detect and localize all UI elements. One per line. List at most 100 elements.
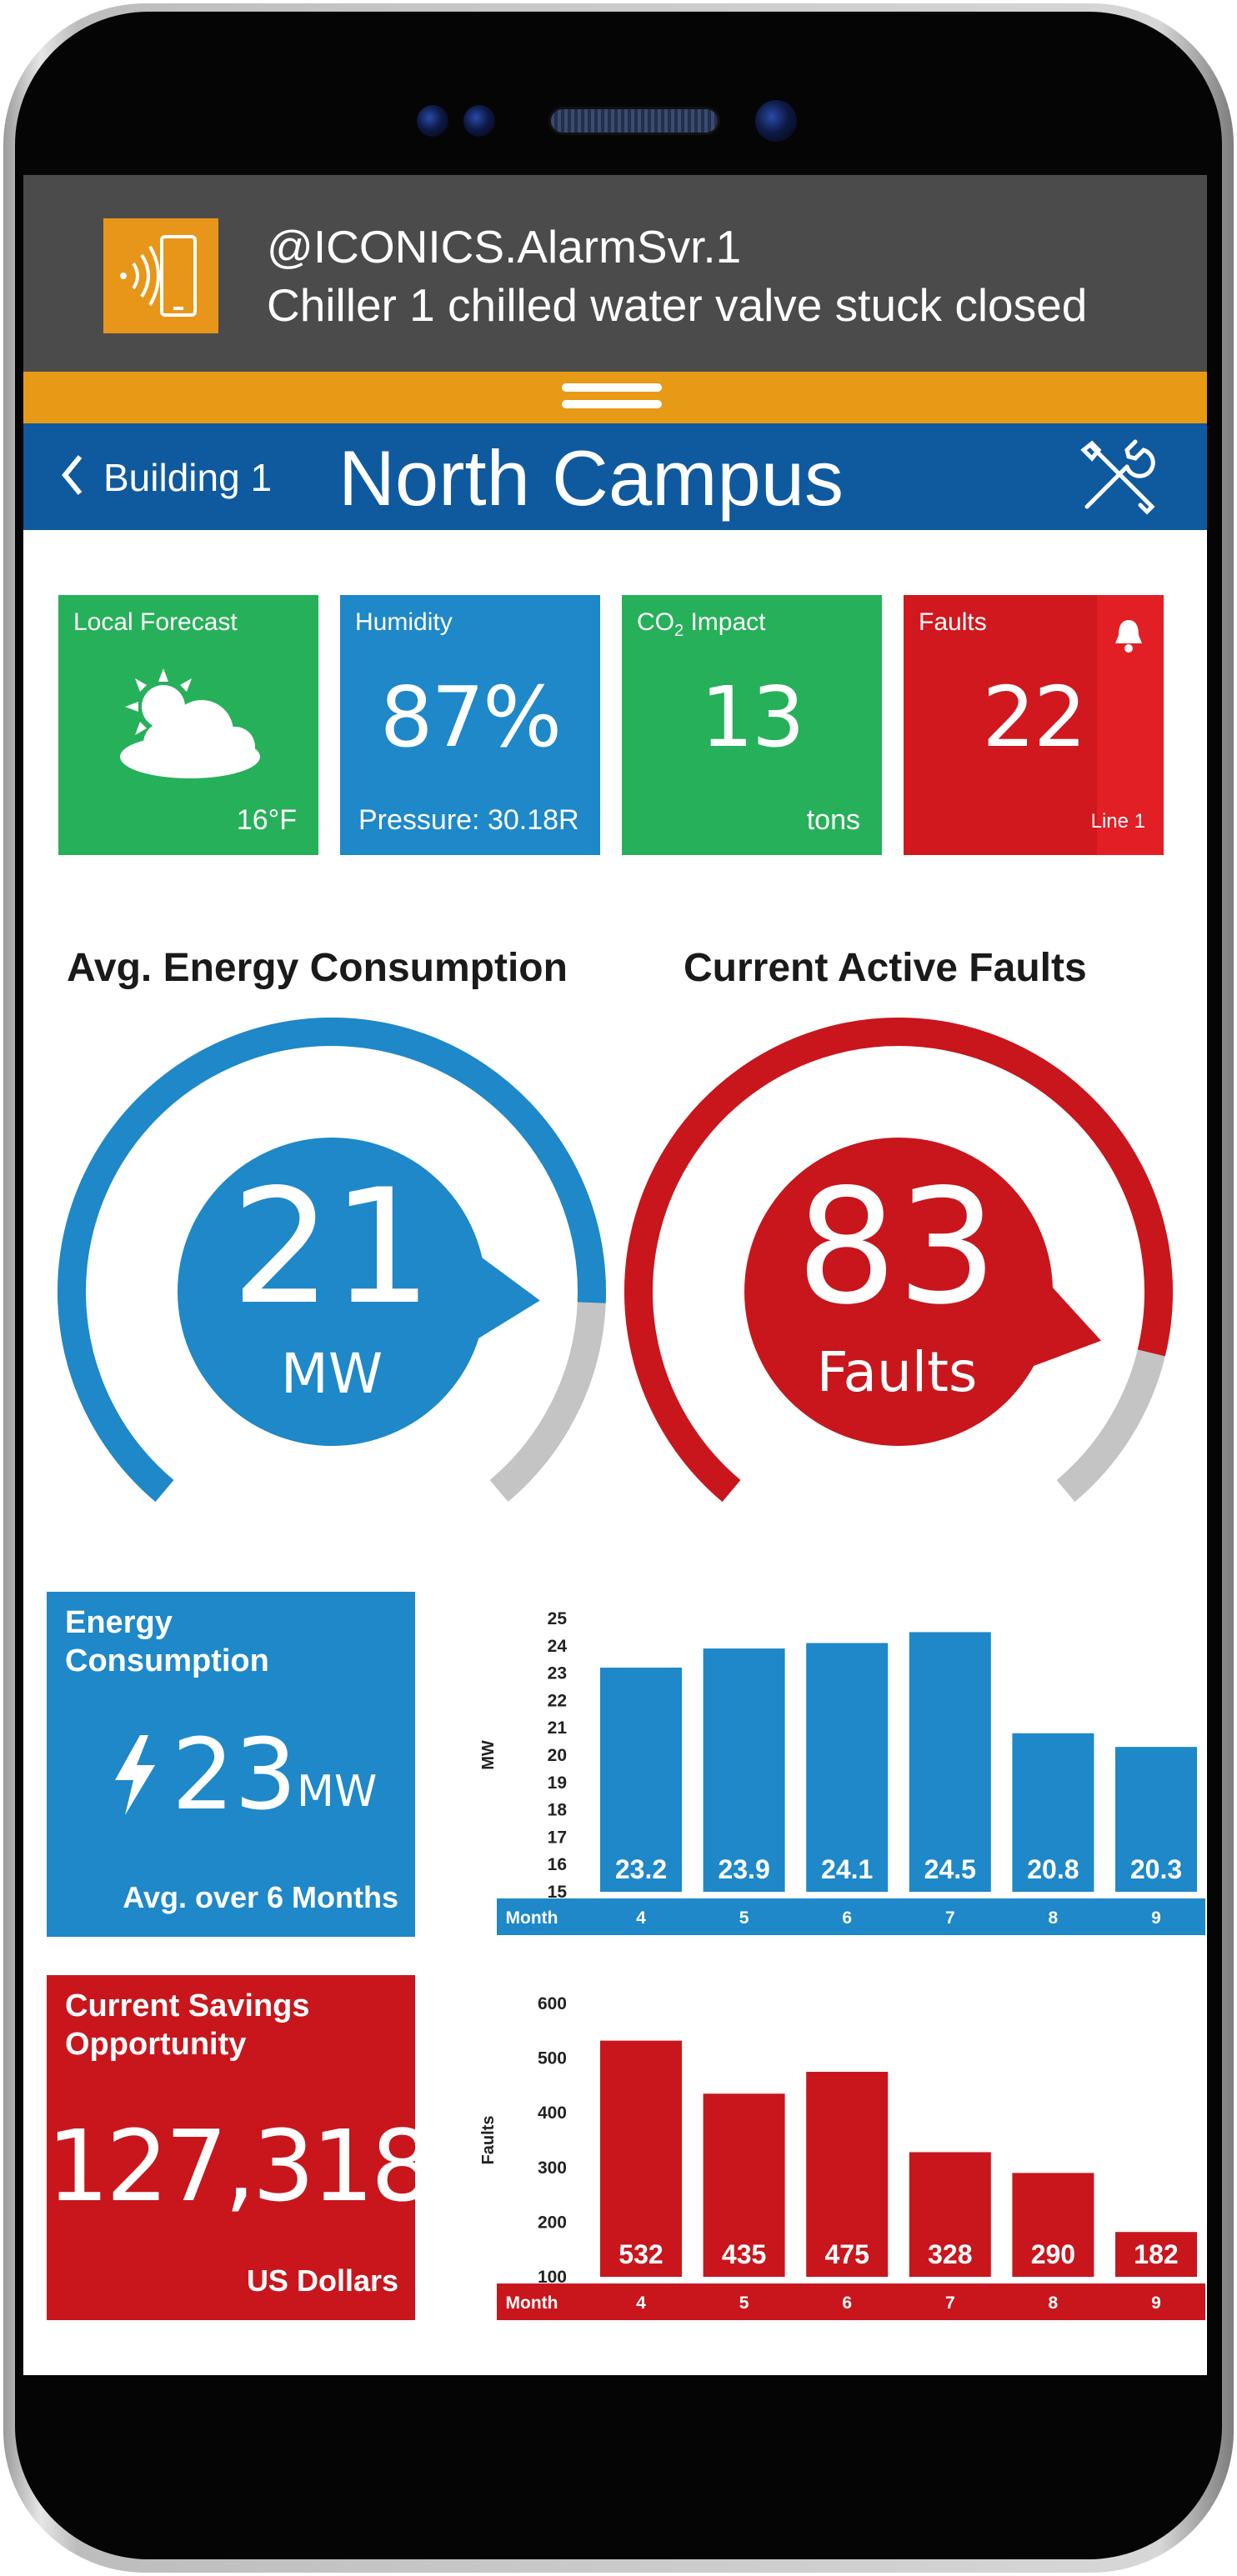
gauge-value-arc: [58, 1018, 606, 1503]
bar: [1115, 2232, 1197, 2277]
gauge-center: [178, 1138, 486, 1446]
x-tick-label: 9: [1151, 1908, 1161, 1928]
y-tick-label: 18: [548, 1801, 568, 1820]
faults-value: 22: [982, 668, 1086, 766]
bar-value-label: 23.2: [615, 1854, 667, 1884]
kpi-sub: Avg. over 6 Months: [123, 1880, 398, 1914]
kpi-sub: US Dollars: [246, 2263, 398, 2298]
tile-label: Faults: [919, 608, 987, 636]
y-tick-label: 23: [548, 1664, 567, 1683]
bar-value-label: 24.1: [821, 1854, 873, 1884]
faults-tile[interactable]: Faults 22 Line 1: [904, 595, 1164, 855]
y-tick-label: 19: [548, 1773, 567, 1793]
x-tick-label: 6: [842, 2293, 852, 2313]
x-tick-label: 4: [636, 1908, 646, 1928]
x-tick-label: 6: [842, 1908, 852, 1928]
bar-value-label: 20.8: [1027, 1854, 1079, 1884]
energy-bar-chart: MW 15 16 17 18 19 20 21 22 23 24 25 23.2 23.9 24.1 24.5…: [479, 1609, 1205, 1935]
energy-gauge-title: Avg. Energy Consumption: [67, 946, 568, 990]
tile-label: CO2 Impact: [637, 608, 766, 640]
tools-icon[interactable]: [1075, 435, 1159, 518]
app-header: Building 1 North Campus: [23, 423, 1207, 530]
notification-message: Chiller 1 chilled water valve stuck clos…: [267, 279, 1088, 331]
bar-value-label: 475: [825, 2239, 869, 2269]
bar: [806, 1643, 889, 1892]
x-axis-label: Month: [506, 2293, 558, 2313]
faults-gauge-value: 83: [796, 1155, 998, 1339]
bell-icon: [1112, 617, 1145, 658]
y-tick-label: 21: [548, 1718, 568, 1738]
bar-value-label: 23.9: [718, 1854, 769, 1884]
energy-gauge-unit: MW: [280, 1342, 383, 1406]
screen: @ICONICS.AlarmSvr.1 Chiller 1 chilled wa…: [23, 175, 1207, 2375]
y-tick-label: 600: [538, 1994, 567, 2013]
kpi-label: Current Savings Opportunity: [65, 1988, 310, 2062]
y-tick-label: 20: [548, 1746, 567, 1765]
gauge-pointer: [454, 1241, 540, 1353]
y-tick-label: 24: [548, 1637, 568, 1656]
handle-line: [562, 383, 662, 392]
x-axis-band: [497, 2283, 1205, 2320]
energy-consumption-kpi[interactable]: Energy Consumption 23 MW Avg. over 6 Mont…: [47, 1592, 415, 1937]
y-tick-label: 300: [538, 2158, 567, 2178]
bar-value-label: 328: [928, 2239, 972, 2269]
humidity-tile[interactable]: Humidity 87% Pressure: 30.18R: [340, 595, 600, 855]
x-tick-label: 7: [945, 2293, 955, 2313]
x-axis-label: Month: [506, 1908, 558, 1928]
x-tick-label: 8: [1049, 2293, 1059, 2313]
bar-value-label: 435: [722, 2239, 766, 2269]
y-tick-label: 500: [538, 2049, 567, 2068]
y-tick-label: 200: [538, 2213, 567, 2232]
y-tick-label: 400: [538, 2103, 567, 2123]
y-tick-label: 100: [538, 2268, 567, 2287]
energy-gauge-value: 21: [231, 1155, 433, 1339]
y-tick-label: 22: [548, 1691, 567, 1710]
bar: [703, 1648, 785, 1892]
bar: [1012, 1733, 1094, 1892]
bar: [806, 2072, 889, 2277]
bar-value-label: 20.3: [1130, 1854, 1182, 1884]
x-tick-label: 4: [636, 2293, 646, 2313]
bar-value-label: 182: [1134, 2239, 1178, 2269]
y-tick-label: 17: [548, 1828, 567, 1847]
bar: [909, 1632, 991, 1892]
faults-gauge-unit: Faults: [816, 1340, 978, 1404]
x-tick-label: 8: [1049, 1908, 1059, 1928]
x-tick-label: 5: [739, 2293, 749, 2313]
y-axis-label: Faults: [479, 2116, 498, 2165]
x-tick-label: 9: [1151, 2293, 1161, 2313]
drawer-handle[interactable]: [23, 372, 1207, 423]
x-axis-band: [497, 1898, 1205, 1935]
local-forecast-tile[interactable]: Local Forecast 16°F: [58, 595, 318, 855]
x-tick-label: 7: [945, 1908, 955, 1928]
lightning-icon: [112, 1735, 158, 1819]
bar: [600, 1668, 682, 1892]
savings-opportunity-kpi[interactable]: Current Savings Opportunity 127,318 US Do…: [47, 1975, 433, 2320]
phone-signal-icon: [103, 218, 218, 333]
gauge-pointer: [1007, 1267, 1101, 1376]
bar-value-label: 532: [618, 2239, 663, 2269]
bar-value-label: 290: [1031, 2239, 1075, 2269]
bar: [703, 2093, 785, 2277]
kpi-value: 127,318: [47, 2108, 433, 2223]
kpi-label: Energy Consumption: [65, 1605, 269, 1678]
forecast-temperature: 16°F: [236, 804, 297, 836]
co2-impact-tile[interactable]: CO2 Impact 13 tons: [622, 595, 882, 855]
bar: [600, 2040, 682, 2277]
bar: [1115, 1747, 1197, 1892]
y-tick-label: 25: [548, 1609, 568, 1628]
y-axis-label: MW: [479, 1740, 498, 1770]
pressure-value: Pressure: 30.18R: [358, 804, 579, 836]
gauge-center: [744, 1138, 1053, 1446]
x-tick-label: 5: [739, 1908, 749, 1928]
alarm-notification[interactable]: @ICONICS.AlarmSvr.1 Chiller 1 chilled wa…: [23, 175, 1207, 372]
gauge-value-arc: [624, 1018, 1173, 1503]
front-camera-icon: [755, 100, 797, 142]
bar: [909, 2152, 991, 2277]
page-title: North Campus: [338, 434, 844, 522]
tile-label: Humidity: [355, 608, 453, 636]
speaker-grille: [548, 107, 720, 135]
y-tick-label: 16: [548, 1855, 567, 1874]
bar-value-label: 24.5: [924, 1854, 976, 1884]
